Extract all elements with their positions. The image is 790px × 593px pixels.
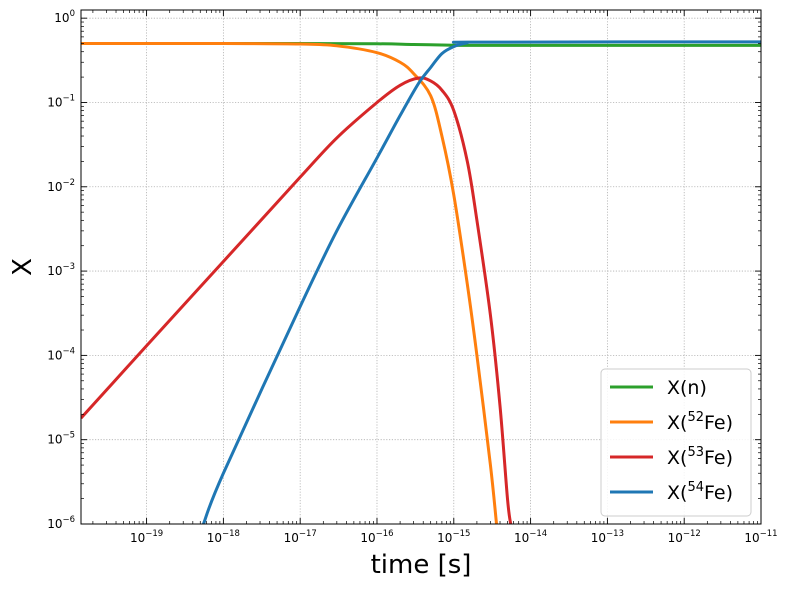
legend-label-tail: Fe)	[704, 412, 733, 434]
y-tick-label-base: 10	[47, 95, 62, 109]
legend-label: X(53Fe)	[667, 445, 733, 469]
legend-label-sup: 52	[687, 410, 704, 425]
x-tick-label-base: 10	[514, 531, 529, 545]
x-tick-label-base: 10	[130, 531, 145, 545]
legend-label-main: X(	[667, 482, 687, 504]
x-tick-label: 10−12	[668, 529, 701, 545]
legend-label: X(n)	[667, 377, 707, 399]
x-axis-label: time [s]	[371, 550, 472, 580]
x-tick-label-base: 10	[360, 531, 375, 545]
ticks: 10−19 10−18 10−17 10−16 10−15 10−14 10−13 10−12…	[47, 9, 777, 545]
y-tick-label-base: 10	[47, 180, 62, 194]
x-tick-label: 10−13	[591, 529, 624, 545]
legend: X(n)X(52Fe)X(53Fe)X(54Fe)	[600, 368, 752, 517]
x-tick-label-base: 10	[284, 531, 299, 545]
x-tick-label-base: 10	[744, 531, 759, 545]
plot-frame	[80, 9, 762, 525]
y-tick-label: 10−5	[47, 431, 75, 447]
y-tick-label-exponent: −4	[62, 346, 75, 356]
x-tick-label: 10−11	[744, 529, 777, 545]
legend-box	[600, 368, 752, 517]
legend-label: X(54Fe)	[667, 480, 733, 504]
x-tick-label-exponent: −13	[606, 529, 624, 539]
y-tick-label-exponent: 0	[70, 9, 75, 19]
y-tick-label-base: 10	[47, 517, 62, 531]
y-tick-label: 100	[54, 9, 75, 25]
y-tick-label: 10−4	[47, 346, 75, 362]
legend-label-tail: Fe)	[704, 482, 733, 504]
x-tick-label-exponent: −17	[299, 529, 317, 539]
y-tick-label-exponent: −2	[62, 178, 75, 188]
legend-label-sup: 53	[687, 445, 704, 460]
x-tick-label: 10−14	[514, 529, 547, 545]
x-tick-label-exponent: −19	[145, 529, 163, 539]
legend-label: X(52Fe)	[667, 410, 733, 434]
series-fe52-line	[81, 42, 499, 524]
x-tick-label: 10−15	[437, 529, 470, 545]
legend-entry: X(52Fe)	[610, 410, 733, 434]
series-layer	[81, 40, 761, 524]
series-fe54-line	[202, 40, 761, 524]
x-tick-label: 10−19	[130, 529, 163, 545]
legend-label-sup: 54	[687, 480, 704, 495]
y-tick-label: 10−6	[47, 515, 75, 531]
x-tick-label: 10−16	[360, 529, 393, 545]
x-tick-label: 10−17	[284, 529, 317, 545]
legend-label-tail: Fe)	[704, 447, 733, 469]
y-tick-label-exponent: −6	[62, 515, 75, 525]
y-tick-label: 10−3	[47, 262, 75, 278]
x-tick-label: 10−18	[207, 529, 240, 545]
series-fe53-line	[81, 76, 513, 524]
x-tick-label-base: 10	[437, 531, 452, 545]
x-tick-label-exponent: −11	[760, 529, 778, 539]
legend-entry: X(54Fe)	[610, 480, 733, 504]
y-tick-label-exponent: −3	[62, 262, 75, 272]
legend-label-main: X(n)	[667, 377, 707, 399]
y-tick-label: 10−1	[47, 93, 75, 109]
x-tick-label-exponent: −18	[222, 529, 240, 539]
y-axis-label: X	[8, 258, 38, 276]
y-tick-label: 10−2	[47, 178, 75, 194]
x-tick-label-exponent: −14	[529, 529, 547, 539]
x-tick-label-exponent: −12	[683, 529, 701, 539]
y-tick-label-base: 10	[54, 11, 69, 25]
y-tick-label-base: 10	[47, 433, 62, 447]
x-tick-label-base: 10	[668, 531, 683, 545]
y-tick-label-base: 10	[47, 264, 62, 278]
y-tick-label-base: 10	[47, 348, 62, 362]
x-tick-label-base: 10	[207, 531, 222, 545]
x-tick-label-exponent: −16	[376, 529, 394, 539]
x-tick-label-exponent: −15	[452, 529, 470, 539]
legend-label-main: X(	[667, 447, 687, 469]
legend-entry: X(n)	[610, 377, 707, 399]
x-tick-label-base: 10	[591, 531, 606, 545]
legend-entry: X(53Fe)	[610, 445, 733, 469]
legend-label-main: X(	[667, 412, 687, 434]
y-tick-label-exponent: −1	[62, 93, 75, 103]
y-tick-label-exponent: −5	[62, 431, 75, 441]
